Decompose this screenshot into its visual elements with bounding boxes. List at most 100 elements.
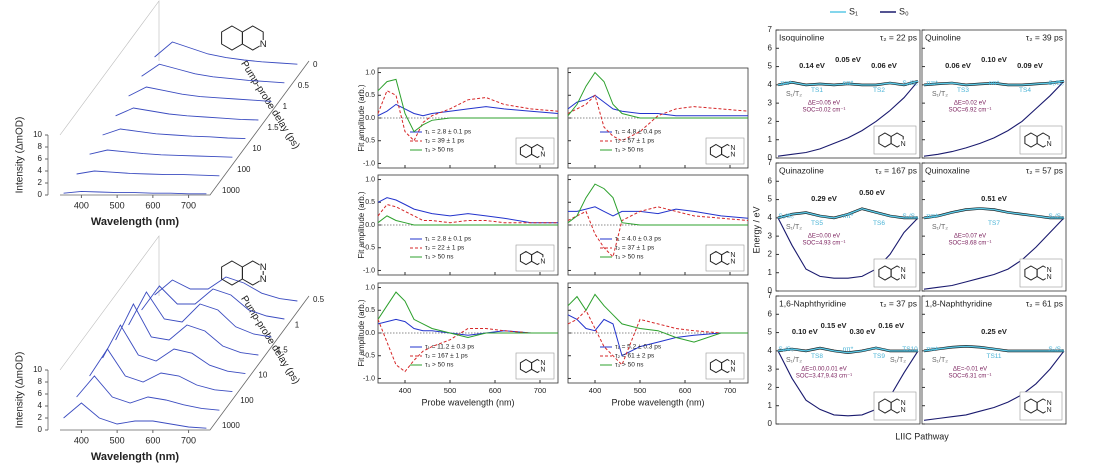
- x-axis-label: Wavelength (nm): [91, 216, 180, 228]
- state-label: TS11: [986, 353, 1001, 360]
- y-tick-label: 2: [768, 383, 773, 392]
- s0-curve: [923, 217, 1065, 290]
- legend-label: τ₂ = 57 ± 1 ps: [615, 138, 655, 145]
- y-tick-label: 6: [768, 176, 773, 185]
- atom-label: N: [540, 259, 545, 266]
- molecule-ring: [241, 25, 264, 51]
- panel-frame: [921, 29, 1067, 159]
- y-tick-label: 0.5: [365, 199, 375, 206]
- panel-tau: τ₂ = 167 ps: [875, 165, 917, 175]
- y-tick-label: 6: [768, 309, 773, 318]
- barrier-label: 0.16 eV: [878, 321, 904, 330]
- crossing-label: S₁/T₂: [932, 91, 948, 98]
- legend-label: τ₁ = 5.2 ± 0.3 ps: [615, 344, 662, 351]
- soc-label: SOC=0.02 cm⁻¹: [802, 108, 845, 114]
- y-tick-label: -1.0: [363, 160, 375, 167]
- panel-tau: τ₂ = 57 ps: [1026, 165, 1063, 175]
- legend-label: τ₃ > 50 ns: [425, 147, 454, 154]
- y-tick-label: 0: [768, 419, 773, 428]
- crossing-label: S₁/T₂: [932, 224, 948, 231]
- y-axis-label: Fit amplitude (arb.): [357, 84, 366, 151]
- y-tick-label: 0: [768, 286, 773, 295]
- atom-bg: [539, 358, 547, 367]
- z-tick-label: 100: [240, 396, 254, 405]
- back-wall: [59, 0, 160, 136]
- panel-title: Quinoxaline: [925, 165, 970, 175]
- atom-label: N: [730, 145, 735, 152]
- barrier-label: 0.30 eV: [849, 327, 875, 336]
- spectrum-trace: [89, 348, 233, 393]
- panel-frame: [775, 295, 921, 425]
- state-label: TS1: [811, 87, 823, 94]
- state-label: S₁/S₀: [1048, 346, 1064, 353]
- barrier-label: 0.14 eV: [799, 61, 825, 70]
- atom-bg: [729, 150, 737, 159]
- icon-box: [515, 352, 555, 380]
- y-tick-label: -1.0: [363, 267, 375, 274]
- s1-curve: [923, 345, 1064, 352]
- y-tick-label: 1.0: [365, 176, 375, 183]
- y-tick-label: 5: [768, 328, 773, 337]
- legend-label: τ₃ > 50 ns: [615, 362, 644, 369]
- legend-label: τ₁ = 4.0 ± 0.3 ps: [615, 236, 662, 243]
- y-axis-label: Intensity (ΔmOD): [15, 117, 26, 194]
- molecule-ring: [1036, 132, 1050, 148]
- panel-frame: [775, 29, 921, 159]
- barrier-label: 0.09 eV: [1017, 61, 1043, 70]
- barrier-label: 0.50 eV: [859, 188, 885, 197]
- x-tick-label: 600: [679, 386, 692, 395]
- soc-label: SOC=6.31 cm⁻¹: [948, 374, 991, 380]
- atom-label: N: [730, 259, 735, 266]
- z-tick-label: 1000: [222, 421, 240, 430]
- atom-bg: [539, 150, 547, 159]
- y-tick-label: 0.5: [365, 307, 375, 314]
- atom-label: N: [1047, 407, 1052, 414]
- legend-label: τ₂ = 167 ± 1 ps: [425, 353, 469, 360]
- legend-label: τ₃ > 50 ns: [425, 254, 454, 261]
- fit-line: [567, 206, 749, 258]
- y-axis-label: Fit amplitude (arb.): [357, 299, 366, 366]
- legend-label: τ₂ = 22 ± 1 ps: [425, 245, 465, 252]
- panel-title: Quinazoline: [779, 165, 824, 175]
- y-tick-label: 0: [38, 190, 43, 199]
- state-label: S₁/S₀: [1048, 80, 1064, 87]
- atom-label: N: [1047, 141, 1052, 148]
- icon-box: [515, 137, 555, 165]
- y-tick-label: 1.0: [365, 69, 375, 76]
- back-wall: [59, 235, 160, 371]
- s1-curve: [777, 207, 918, 219]
- atom-label: N: [730, 360, 735, 367]
- panel-frame: [921, 162, 1067, 292]
- atom-bg: [729, 358, 737, 367]
- barrier-label: 0.51 eV: [981, 194, 1007, 203]
- legend-label: S₁: [849, 6, 858, 16]
- y-tick-label: 10: [33, 365, 42, 374]
- y-tick-label: 8: [38, 142, 43, 151]
- state-label: S₁/S₀: [778, 346, 794, 353]
- crossing-label: S₁/T₂: [786, 357, 802, 364]
- legend-label: τ₂ = 61 ± 2 ps: [615, 353, 655, 360]
- fit-line: [567, 94, 748, 117]
- spectrum-trace: [128, 291, 272, 338]
- icon-box: [1019, 258, 1063, 288]
- y-tick-label: 1: [768, 268, 773, 277]
- y-tick-label: 2: [768, 117, 773, 126]
- x-tick-label: 700: [181, 435, 196, 445]
- s0-curve: [777, 80, 919, 157]
- state-label: TS7: [988, 220, 1000, 227]
- atom-bg: [1045, 272, 1053, 281]
- x-tick-label: 600: [145, 200, 160, 210]
- spectrum-trace: [63, 402, 207, 429]
- x-axis-label: LIIC Pathway: [895, 431, 949, 441]
- axis-frame: [60, 60, 310, 196]
- y-tick-label: 6: [768, 43, 773, 52]
- fit-line: [567, 71, 748, 119]
- soc-label: SOC=4.93 cm⁻¹: [802, 241, 845, 247]
- atom-bg: [729, 143, 737, 152]
- spectrum-trace: [154, 41, 298, 65]
- x-axis-label: Probe wavelength (nm): [421, 397, 514, 407]
- state-label: TS2: [873, 87, 885, 94]
- x-axis-label: Probe wavelength (nm): [611, 397, 704, 407]
